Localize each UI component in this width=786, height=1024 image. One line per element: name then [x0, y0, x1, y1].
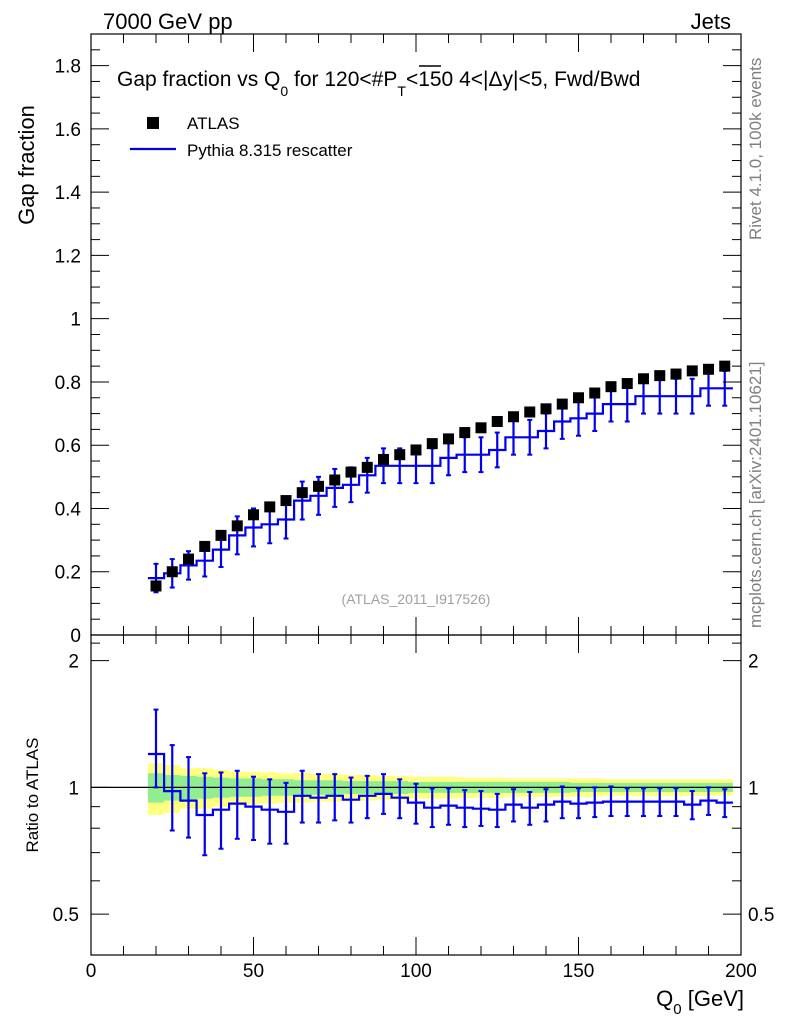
atlas-data-point	[345, 466, 357, 478]
atlas-data-point	[394, 449, 406, 461]
legend-marker-atlas	[147, 117, 159, 129]
atlas-data-point	[589, 387, 601, 399]
atlas-data-point	[621, 378, 633, 390]
main-y-axis: 0 0.2 0.4 0.6 0.8 1 1.2 1.4 1.6 1.8	[55, 49, 741, 647]
ratio-y-label: Ratio to ATLAS	[23, 738, 42, 853]
main-y-tick-label: 0	[70, 626, 81, 647]
atlas-data-point	[475, 422, 487, 434]
x-axis-label: Q0 [GeV]	[656, 986, 744, 1018]
header-right: Jets	[691, 9, 731, 34]
atlas-data-point	[215, 529, 227, 541]
atlas-data-point	[443, 433, 454, 445]
ratio-plot-area	[91, 708, 741, 857]
ratio-y-axis: 0.5 0.5 1 1 2 2	[53, 642, 774, 956]
main-y-tick-label: 0.2	[55, 563, 81, 584]
atlas-data-point	[378, 453, 389, 465]
legend: ATLAS Pythia 8.315 rescatter	[130, 114, 353, 160]
atlas-data-point	[426, 438, 438, 450]
atlas-data-point	[540, 403, 552, 415]
ratio-y-tick-label: 0.5	[53, 905, 79, 926]
mcplots-label: mcplots.cern.ch [arXiv:2401.10621]	[746, 362, 765, 628]
main-plot-area	[147, 360, 733, 594]
main-y-tick-label: 1	[70, 310, 81, 331]
title-suffix: <150 4<|Δy|<5, Fwd/Bwd	[406, 68, 641, 91]
main-y-tick-label: 1.8	[55, 57, 81, 78]
x-tick-label: 150	[563, 961, 595, 982]
x-tick-label: 200	[725, 961, 757, 982]
atlas-data-point	[231, 520, 243, 532]
x-label-unit: [GeV]	[682, 986, 744, 1011]
legend-label-pythia: Pythia 8.315 rescatter	[187, 141, 353, 160]
atlas-data-point	[605, 381, 617, 393]
atlas-data-point	[166, 566, 178, 578]
atlas-data-point	[248, 509, 259, 521]
atlas-data-point	[296, 487, 308, 499]
main-y-tick-label: 1.2	[55, 246, 81, 267]
atlas-data-point	[491, 415, 503, 427]
atlas-data-point	[459, 427, 471, 439]
main-y-tick-label: 0.8	[55, 373, 81, 394]
x-label-subscript: 0	[673, 1001, 681, 1018]
x-tick-label: 0	[86, 961, 97, 982]
ratio-y-tick-label: 1	[68, 778, 79, 799]
header-left: 7000 GeV pp	[103, 9, 233, 34]
atlas-data-point	[703, 363, 714, 375]
legend-label-atlas: ATLAS	[187, 114, 240, 133]
title-p: P	[383, 68, 397, 91]
pythia-histogram-line	[147, 387, 733, 580]
ratio-y-tick-label: 2	[68, 652, 79, 673]
main-y-tick-label: 1.4	[55, 183, 82, 204]
atlas-data-point	[638, 373, 649, 385]
atlas-data-point	[556, 398, 568, 410]
x-axis: 0 50 100 150 200	[86, 635, 757, 982]
main-panel: 0 0.2 0.4 0.6 0.8 1 1.2 1.4 1.6 1.8 Gap fraction …	[14, 33, 742, 647]
atlas-data-point	[670, 368, 682, 380]
atlas-data-point	[686, 365, 698, 377]
atlas-data-point	[410, 444, 422, 456]
ratio-y-tick-label-right: 1	[748, 778, 759, 799]
atlas-data-point	[199, 540, 211, 552]
atlas-data-point	[719, 360, 731, 372]
chart-title: Gap fraction vs Q0 for 120<#PT<150 4<|Δy…	[117, 68, 640, 99]
atlas-data-point	[524, 406, 536, 418]
atlas-data-point	[573, 392, 584, 404]
atlas-data-point	[361, 461, 373, 473]
atlas-data-point	[264, 501, 276, 513]
ratio-y-tick-label-right: 0.5	[748, 905, 774, 926]
analysis-watermark: (ATLAS_2011_I917526)	[342, 591, 491, 607]
pythia-ratio-line	[147, 752, 733, 817]
title-mid: for 120<#	[288, 68, 383, 91]
atlas-data-point	[329, 474, 341, 486]
main-y-tick-label: 1.6	[55, 120, 81, 141]
atlas-data-point	[508, 411, 519, 423]
main-y-tick-label: 0.6	[55, 436, 81, 457]
ratio-y-tick-label-right: 2	[748, 652, 759, 673]
rivet-version-label: Rivet 4.1.0, 100k events	[746, 58, 765, 240]
title-q-subscript: 0	[280, 83, 288, 99]
atlas-data-point	[654, 370, 666, 382]
main-y-tick-label: 0.4	[55, 499, 82, 520]
x-label-q: Q	[656, 986, 673, 1011]
x-tick-label: 50	[243, 961, 264, 982]
atlas-data-point	[280, 495, 292, 507]
main-y-label: Gap fraction	[14, 105, 39, 225]
atlas-data-point	[313, 480, 324, 492]
x-tick-label: 100	[400, 961, 432, 982]
ratio-panel: 0.5 0.5 1 1 2 2 0 50 100 150 200 Ratio to ATLAS Q…	[23, 634, 774, 1018]
atlas-data-point	[183, 553, 194, 565]
title-prefix: Gap fraction vs Q	[117, 68, 280, 91]
main-x-ticks	[90, 34, 742, 635]
title-p-subscript: T	[397, 83, 406, 99]
atlas-data-point	[150, 580, 162, 592]
